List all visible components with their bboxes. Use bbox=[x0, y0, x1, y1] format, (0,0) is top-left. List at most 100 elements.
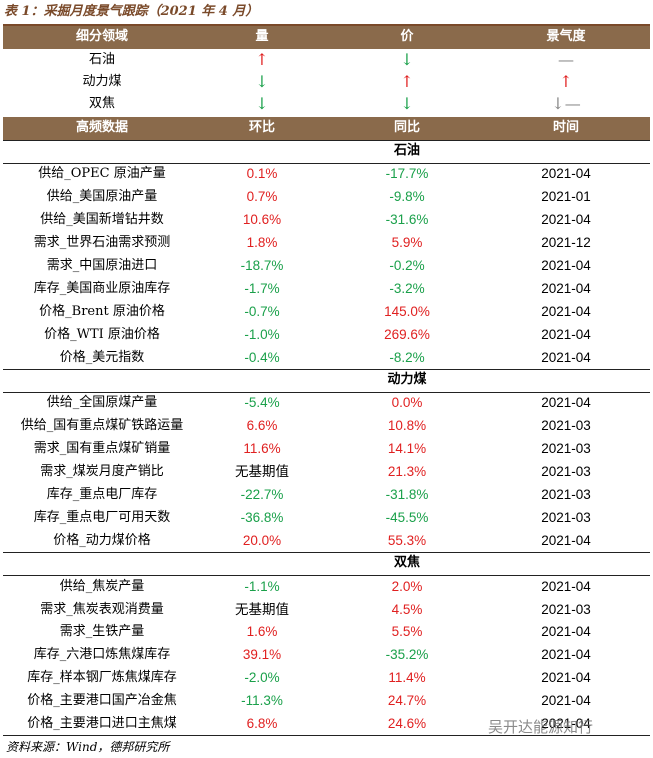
indicator-name: 供给_焦炭产量 bbox=[59, 578, 145, 594]
date: 2021-03 bbox=[541, 601, 591, 617]
change-value: 0.1% bbox=[246, 166, 278, 182]
change-value: 0.0% bbox=[391, 395, 423, 411]
change-value: -1.0% bbox=[244, 326, 280, 342]
date: 2021-04 bbox=[541, 693, 591, 709]
indicator-name: 需求_国有重点煤矿销量 bbox=[33, 441, 171, 457]
change-value: 0.7% bbox=[246, 189, 278, 205]
date: 2021-04 bbox=[541, 258, 591, 273]
date: 2021-04 bbox=[541, 716, 591, 731]
section-title: 石油 bbox=[393, 143, 421, 158]
change-value: -45.5% bbox=[385, 509, 429, 525]
change-value: 6.8% bbox=[246, 716, 278, 731]
change-value: 21.3% bbox=[387, 464, 427, 480]
header-row: 高频数据 环比 同比 时间 bbox=[3, 117, 650, 140]
indicator-name: 库存_重点电厂可用天数 bbox=[33, 509, 171, 525]
header-cell: 价 bbox=[400, 29, 414, 44]
trend-arrow: ↓ bbox=[400, 50, 414, 69]
change-value: 145.0% bbox=[384, 303, 430, 319]
change-value: -36.8% bbox=[240, 509, 284, 525]
indicator-name: 价格_主要港口进口主焦煤 bbox=[27, 716, 177, 731]
header-cell: 景气度 bbox=[546, 29, 586, 44]
change-value: 无基期值 bbox=[235, 464, 289, 480]
trend-arrow: ↓— bbox=[551, 94, 581, 113]
change-value: -5.4% bbox=[244, 395, 280, 411]
date: 2021-04 bbox=[541, 212, 591, 228]
indicator-name: 供给_国有重点煤矿铁路运量 bbox=[20, 418, 184, 434]
indicator-name: 库存_重点电厂库存 bbox=[46, 487, 158, 502]
sector-name: 动力煤 bbox=[82, 74, 122, 89]
indicator-name: 需求_生铁产量 bbox=[59, 624, 145, 640]
date: 2021-04 bbox=[541, 624, 591, 640]
change-value: -3.2% bbox=[389, 280, 425, 296]
change-value: 10.8% bbox=[387, 418, 427, 434]
indicator-name: 需求_煤炭月度产销比 bbox=[40, 464, 164, 480]
change-value: 5.9% bbox=[391, 235, 423, 251]
change-value: 6.6% bbox=[246, 418, 278, 434]
header-cell: 环比 bbox=[248, 120, 276, 135]
change-value: -2.0% bbox=[244, 670, 280, 686]
header-cell: 高频数据 bbox=[75, 120, 129, 135]
rule bbox=[3, 575, 650, 577]
source: 资料来源：Wind，德邦研究所 bbox=[6, 740, 170, 754]
rule bbox=[3, 391, 650, 393]
rule bbox=[3, 735, 650, 737]
rule bbox=[3, 24, 650, 26]
indicator-name: 价格_主要港口国产冶金焦 bbox=[27, 693, 177, 709]
header-row: 细分领域 量 价 景气度 bbox=[3, 26, 650, 49]
change-value: 24.6% bbox=[387, 716, 427, 731]
title: 表 1：采掘月度景气跟踪（2021 年 4 月） bbox=[4, 4, 259, 19]
change-value: 11.6% bbox=[243, 441, 281, 457]
date: 2021-03 bbox=[541, 464, 591, 480]
trend-arrow: ↓ bbox=[400, 94, 414, 113]
change-value: -22.7% bbox=[240, 487, 284, 502]
change-value: 11.4% bbox=[388, 670, 426, 686]
change-value: -1.1% bbox=[244, 578, 280, 594]
header-cell: 细分领域 bbox=[75, 29, 129, 44]
change-value: -9.8% bbox=[389, 189, 425, 205]
date: 2021-03 bbox=[541, 487, 591, 502]
date: 2021-04 bbox=[541, 303, 591, 319]
indicator-name: 供给_全国原煤产量 bbox=[46, 395, 158, 411]
change-value: 4.5% bbox=[391, 601, 423, 617]
date: 2021-04 bbox=[541, 578, 591, 594]
date: 2021-04 bbox=[541, 349, 591, 365]
trend-arrow: ↓ bbox=[255, 94, 269, 113]
change-value: 5.5% bbox=[391, 624, 423, 640]
sector-name: 双焦 bbox=[88, 96, 116, 111]
change-value: 10.6% bbox=[242, 212, 282, 228]
change-value: -8.2% bbox=[389, 349, 425, 365]
change-value: 无基期值 bbox=[235, 601, 289, 617]
change-value: -31.6% bbox=[385, 212, 429, 228]
indicator-name: 价格_WTI 原油价格 bbox=[44, 326, 160, 342]
change-value: -0.2% bbox=[389, 258, 425, 273]
date: 2021-03 bbox=[541, 418, 591, 434]
date: 2021-12 bbox=[541, 235, 591, 251]
trend-arrow: — bbox=[558, 50, 574, 69]
change-value: 1.8% bbox=[246, 235, 278, 251]
trend-arrow: ↑ bbox=[255, 50, 269, 69]
change-value: -35.2% bbox=[385, 647, 429, 663]
indicator-name: 供给_OPEC 原油产量 bbox=[38, 166, 166, 182]
change-value: 1.6% bbox=[246, 624, 278, 640]
section-title: 动力煤 bbox=[387, 372, 427, 387]
date: 2021-04 bbox=[541, 647, 591, 663]
indicator-name: 价格_动力煤价格 bbox=[53, 532, 151, 548]
indicator-name: 价格_Brent 原油价格 bbox=[39, 303, 165, 319]
indicator-name: 库存_样本钢厂炼焦煤库存 bbox=[27, 670, 177, 686]
change-value: -18.7% bbox=[240, 258, 284, 273]
date: 2021-01 bbox=[541, 189, 591, 205]
trend-arrow: ↑ bbox=[400, 72, 414, 91]
indicator-name: 需求_焦炭表观消费量 bbox=[40, 601, 164, 617]
date: 2021-04 bbox=[541, 395, 591, 411]
date: 2021-04 bbox=[541, 280, 591, 296]
indicator-name: 需求_中国原油进口 bbox=[46, 258, 158, 273]
change-value: 24.7% bbox=[387, 693, 427, 709]
indicator-name: 需求_世界石油需求预测 bbox=[33, 235, 171, 251]
date: 2021-04 bbox=[541, 532, 591, 548]
date: 2021-03 bbox=[541, 441, 591, 457]
change-value: 39.1% bbox=[242, 647, 282, 663]
indicator-name: 库存_六港口炼焦煤库存 bbox=[33, 647, 171, 663]
rule bbox=[3, 140, 650, 141]
rule bbox=[3, 552, 650, 554]
sector-name: 石油 bbox=[88, 52, 116, 67]
